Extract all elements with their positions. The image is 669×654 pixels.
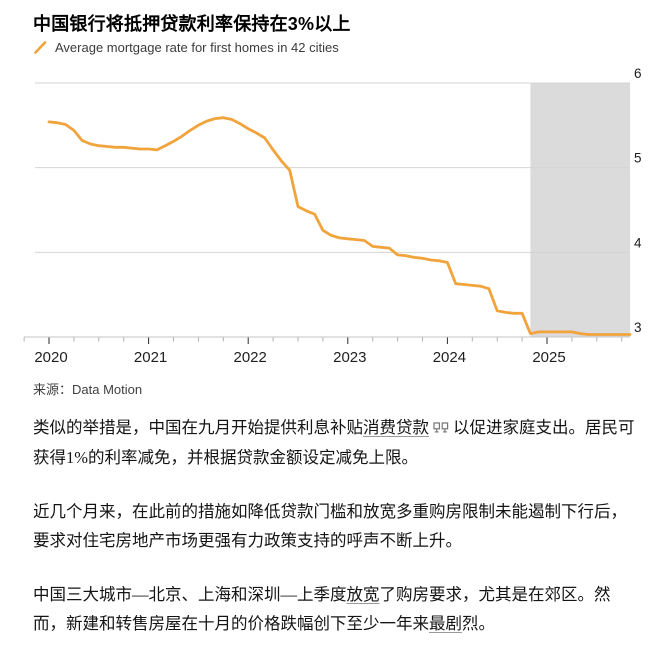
- paragraph-text: 了购房要求，尤其是在郊区。然而，新建和转售房屋在十月的价格跌幅创下至少一年来: [33, 585, 611, 633]
- paragraph-text: 中国三大城市––北京、上海和深圳––上季度: [33, 585, 347, 604]
- legend-slash-icon: [34, 41, 47, 54]
- y-tick-label-5: 5: [634, 151, 642, 166]
- source-prefix: 来源：: [33, 382, 73, 397]
- paragraph-text: 类似的举措是，中国在九月开始提供利息补贴: [33, 418, 363, 437]
- paragraph: 中国三大城市––北京、上海和深圳––上季度放宽了购房要求，尤其是在郊区。然而，新…: [33, 580, 639, 638]
- source-name: Data Motion: [72, 382, 143, 397]
- x-tick-label-2021: 2021: [134, 349, 167, 366]
- rate-line: [47, 116, 632, 336]
- paragraph: 类似的举措是，中国在九月开始提供利息补贴消费贷款 以促进家庭支出。居民可获得1%的…: [33, 413, 639, 472]
- mortgage-rate-chart: 3 4 5 6 2020 2021 2022 2023 2024 2025: [23, 66, 642, 366]
- x-tick-label-2025: 2025: [532, 349, 565, 366]
- paragraph-text: 烈。: [462, 614, 495, 633]
- legend-label: Average mortgage rate for first homes in…: [55, 40, 339, 55]
- inline-link[interactable]: 放宽: [346, 585, 380, 604]
- inline-link[interactable]: 最剧: [429, 614, 462, 633]
- paragraphs: 类似的举措是，中国在九月开始提供利息补贴消费贷款 以促进家庭支出。居民可获得1%的…: [33, 413, 639, 654]
- shaded-region: [530, 83, 630, 338]
- paragraph-text: 以促进家庭支出。居民可获得1%的利率减免，并根据贷款金额设定减免上限。: [33, 418, 635, 467]
- x-tick-label-2024: 2024: [433, 349, 466, 366]
- x-tick-label-2022: 2022: [234, 349, 267, 366]
- y-tick-label-3: 3: [634, 320, 642, 335]
- inline-link[interactable]: 消费贷款: [363, 418, 429, 437]
- paragraph: 近几个月来，在此前的措施如降低贷款门槛和放宽多重购房限制未能遏制下行后，要求对住…: [33, 497, 639, 555]
- chart-legend: Average mortgage rate for first homes in…: [34, 40, 339, 55]
- terminal-icon[interactable]: [433, 414, 449, 443]
- y-tick-label-6: 6: [634, 66, 642, 81]
- x-tick-label-2020: 2020: [34, 349, 67, 366]
- page-title: 中国银行将抵押贷款利率保持在3%以上: [33, 14, 351, 34]
- source-line: 来源：Data Motion: [33, 379, 142, 398]
- x-tick-label-2023: 2023: [333, 349, 366, 366]
- y-tick-label-4: 4: [634, 235, 642, 250]
- paragraph-text: 近几个月来，在此前的措施如降低贷款门槛和放宽多重购房限制未能遏制下行后，要求对住…: [33, 502, 627, 550]
